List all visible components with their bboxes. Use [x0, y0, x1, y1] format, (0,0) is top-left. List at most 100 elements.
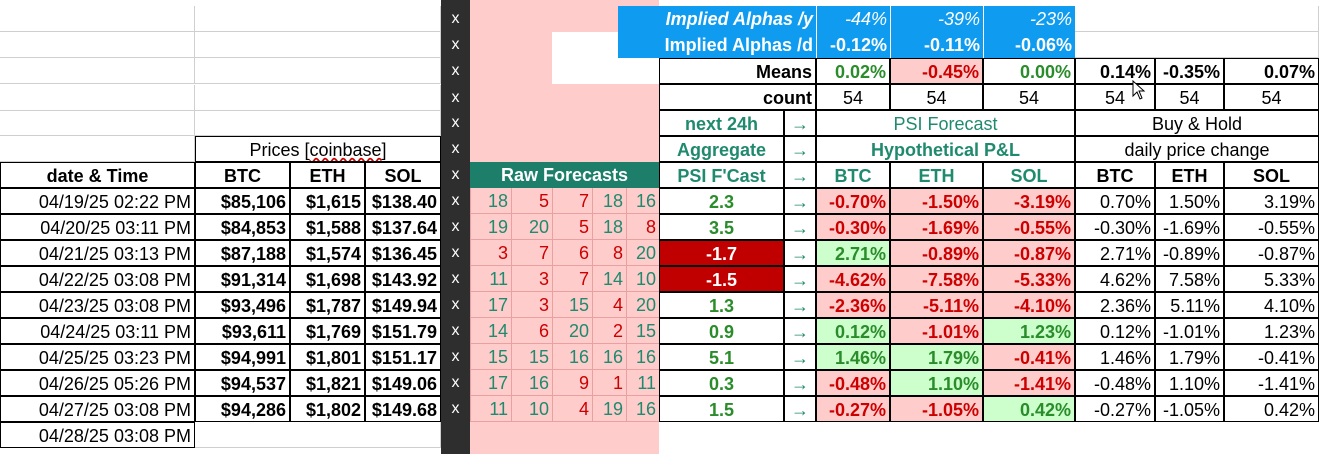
row-btc-price: $85,106 — [195, 188, 290, 214]
raw-forecast-value: 16 — [511, 370, 552, 396]
mouse-pointer-icon — [1132, 80, 1146, 100]
buy-hold-value: -1.05% — [1155, 396, 1224, 422]
raw-forecast-value: 15 — [552, 292, 592, 318]
raw-forecast-value: 11 — [470, 396, 511, 422]
buy-hold-value: -0.30% — [1075, 214, 1155, 240]
count-value: 54 — [816, 84, 890, 110]
pl-value: 2.71% — [816, 240, 890, 266]
raw-forecast-value: 14 — [592, 266, 626, 292]
x-marker: x — [441, 136, 470, 162]
arrow-icon: → — [784, 370, 816, 396]
raw-forecast-value: 3 — [511, 292, 552, 318]
pl-value: -1.05% — [890, 396, 983, 422]
pl-value: 1.79% — [890, 344, 983, 370]
buy-hold-value: -1.69% — [1155, 214, 1224, 240]
pl-value: -2.36% — [816, 292, 890, 318]
row-eth-price: $1,821 — [290, 370, 365, 396]
empty-cell — [0, 6, 195, 32]
means-label: Means — [659, 58, 816, 84]
row-date: 04/23/25 03:08 PM — [0, 292, 195, 318]
raw-forecasts-header: Raw Forecasts — [470, 162, 659, 188]
row-eth-price: $1,802 — [290, 396, 365, 422]
count-label: count — [659, 84, 816, 110]
raw-forecast-value: 2 — [592, 318, 626, 344]
raw-forecast-value: 20 — [511, 214, 552, 240]
raw-forecast-value: 5 — [511, 188, 552, 214]
count-value: 54 — [983, 84, 1075, 110]
pl-value: -3.19% — [983, 188, 1075, 214]
buy-hold-value: -0.48% — [1075, 370, 1155, 396]
buy-hold-value: -0.27% — [1075, 396, 1155, 422]
row-sol-price: $138.40 — [365, 188, 441, 214]
implied-alpha-d-value: -0.06% — [983, 32, 1075, 58]
buy-hold-value: 4.10% — [1224, 292, 1319, 318]
prices-label-prefix: Prices [ — [249, 140, 310, 160]
raw-forecast-value: 7 — [552, 266, 592, 292]
raw-forecast-value: 16 — [626, 188, 659, 214]
raw-forecast-value: 15 — [470, 344, 511, 370]
raw-forecast-value: 1 — [592, 370, 626, 396]
raw-forecast-value: 8 — [626, 214, 659, 240]
buy-hold-value: 5.33% — [1224, 266, 1319, 292]
implied-alpha-y-value: -39% — [890, 6, 983, 32]
bh-btc-header: BTC — [1075, 162, 1155, 188]
count-value: 54 — [890, 84, 983, 110]
x-marker: x — [441, 58, 470, 84]
implied-alpha-d-value: -0.12% — [816, 32, 890, 58]
raw-forecast-value: 15 — [626, 318, 659, 344]
arrow-icon: → — [784, 318, 816, 344]
buy-hold-value: 0.42% — [1224, 396, 1319, 422]
count-value: 54 — [1224, 84, 1319, 110]
raw-forecast-value: 7 — [552, 188, 592, 214]
raw-forecast-value: 8 — [592, 240, 626, 266]
empty-cell — [195, 6, 441, 32]
pl-value: -0.41% — [983, 344, 1075, 370]
arrow-icon: → — [784, 214, 816, 240]
x-marker: x — [441, 344, 470, 370]
row-sol-price: $149.94 — [365, 292, 441, 318]
means-value: 0.02% — [816, 58, 890, 84]
next-24h-label: next 24h — [659, 110, 784, 136]
psi-forecast-value: 5.1 — [659, 344, 784, 370]
row-sol-price: $137.64 — [365, 214, 441, 240]
x-marker: x — [441, 32, 470, 58]
means-value: 0.14% — [1075, 58, 1155, 84]
row-btc-price: $94,286 — [195, 396, 290, 422]
buy-hold-value: 2.36% — [1075, 292, 1155, 318]
buy-hold-value: -0.55% — [1224, 214, 1319, 240]
row-btc-price: $84,853 — [195, 214, 290, 240]
raw-forecast-value: 17 — [470, 370, 511, 396]
raw-forecast-value: 19 — [592, 396, 626, 422]
implied-alpha-y-value: -23% — [983, 6, 1075, 32]
row-date: 04/21/25 03:13 PM — [0, 240, 195, 266]
empty-cell — [195, 422, 441, 448]
buy-hold-value: 2.71% — [1075, 240, 1155, 266]
arrow-icon: → — [784, 240, 816, 266]
pl-value: -4.62% — [816, 266, 890, 292]
raw-forecast-value: 10 — [511, 396, 552, 422]
raw-forecast-value: 18 — [470, 188, 511, 214]
psi-forecast-value: -1.5 — [659, 266, 784, 292]
row-eth-price: $1,615 — [290, 188, 365, 214]
row-sol-price: $149.06 — [365, 370, 441, 396]
pl-value: -5.11% — [890, 292, 983, 318]
pl-btc-header: BTC — [816, 162, 890, 188]
row-sol-price: $149.68 — [365, 396, 441, 422]
bh-eth-header: ETH — [1155, 162, 1224, 188]
buy-hold-value: 3.19% — [1224, 188, 1319, 214]
pl-value: -1.69% — [890, 214, 983, 240]
sol-price-header: SOL — [365, 162, 441, 188]
buy-hold-value: -1.41% — [1224, 370, 1319, 396]
pl-value: -0.89% — [890, 240, 983, 266]
bh-sol-header: SOL — [1224, 162, 1319, 188]
pl-value: 1.46% — [816, 344, 890, 370]
psi-forecast-header: PSI Forecast — [816, 110, 1075, 136]
buy-hold-value: -0.89% — [1155, 240, 1224, 266]
row-date: 04/28/25 03:08 PM — [0, 422, 195, 448]
eth-price-header: ETH — [290, 162, 365, 188]
prices-label-suffix: ] — [381, 140, 387, 160]
psi-forecast-value: 2.3 — [659, 188, 784, 214]
row-eth-price: $1,787 — [290, 292, 365, 318]
x-marker: x — [441, 318, 470, 344]
raw-forecast-value: 14 — [470, 318, 511, 344]
